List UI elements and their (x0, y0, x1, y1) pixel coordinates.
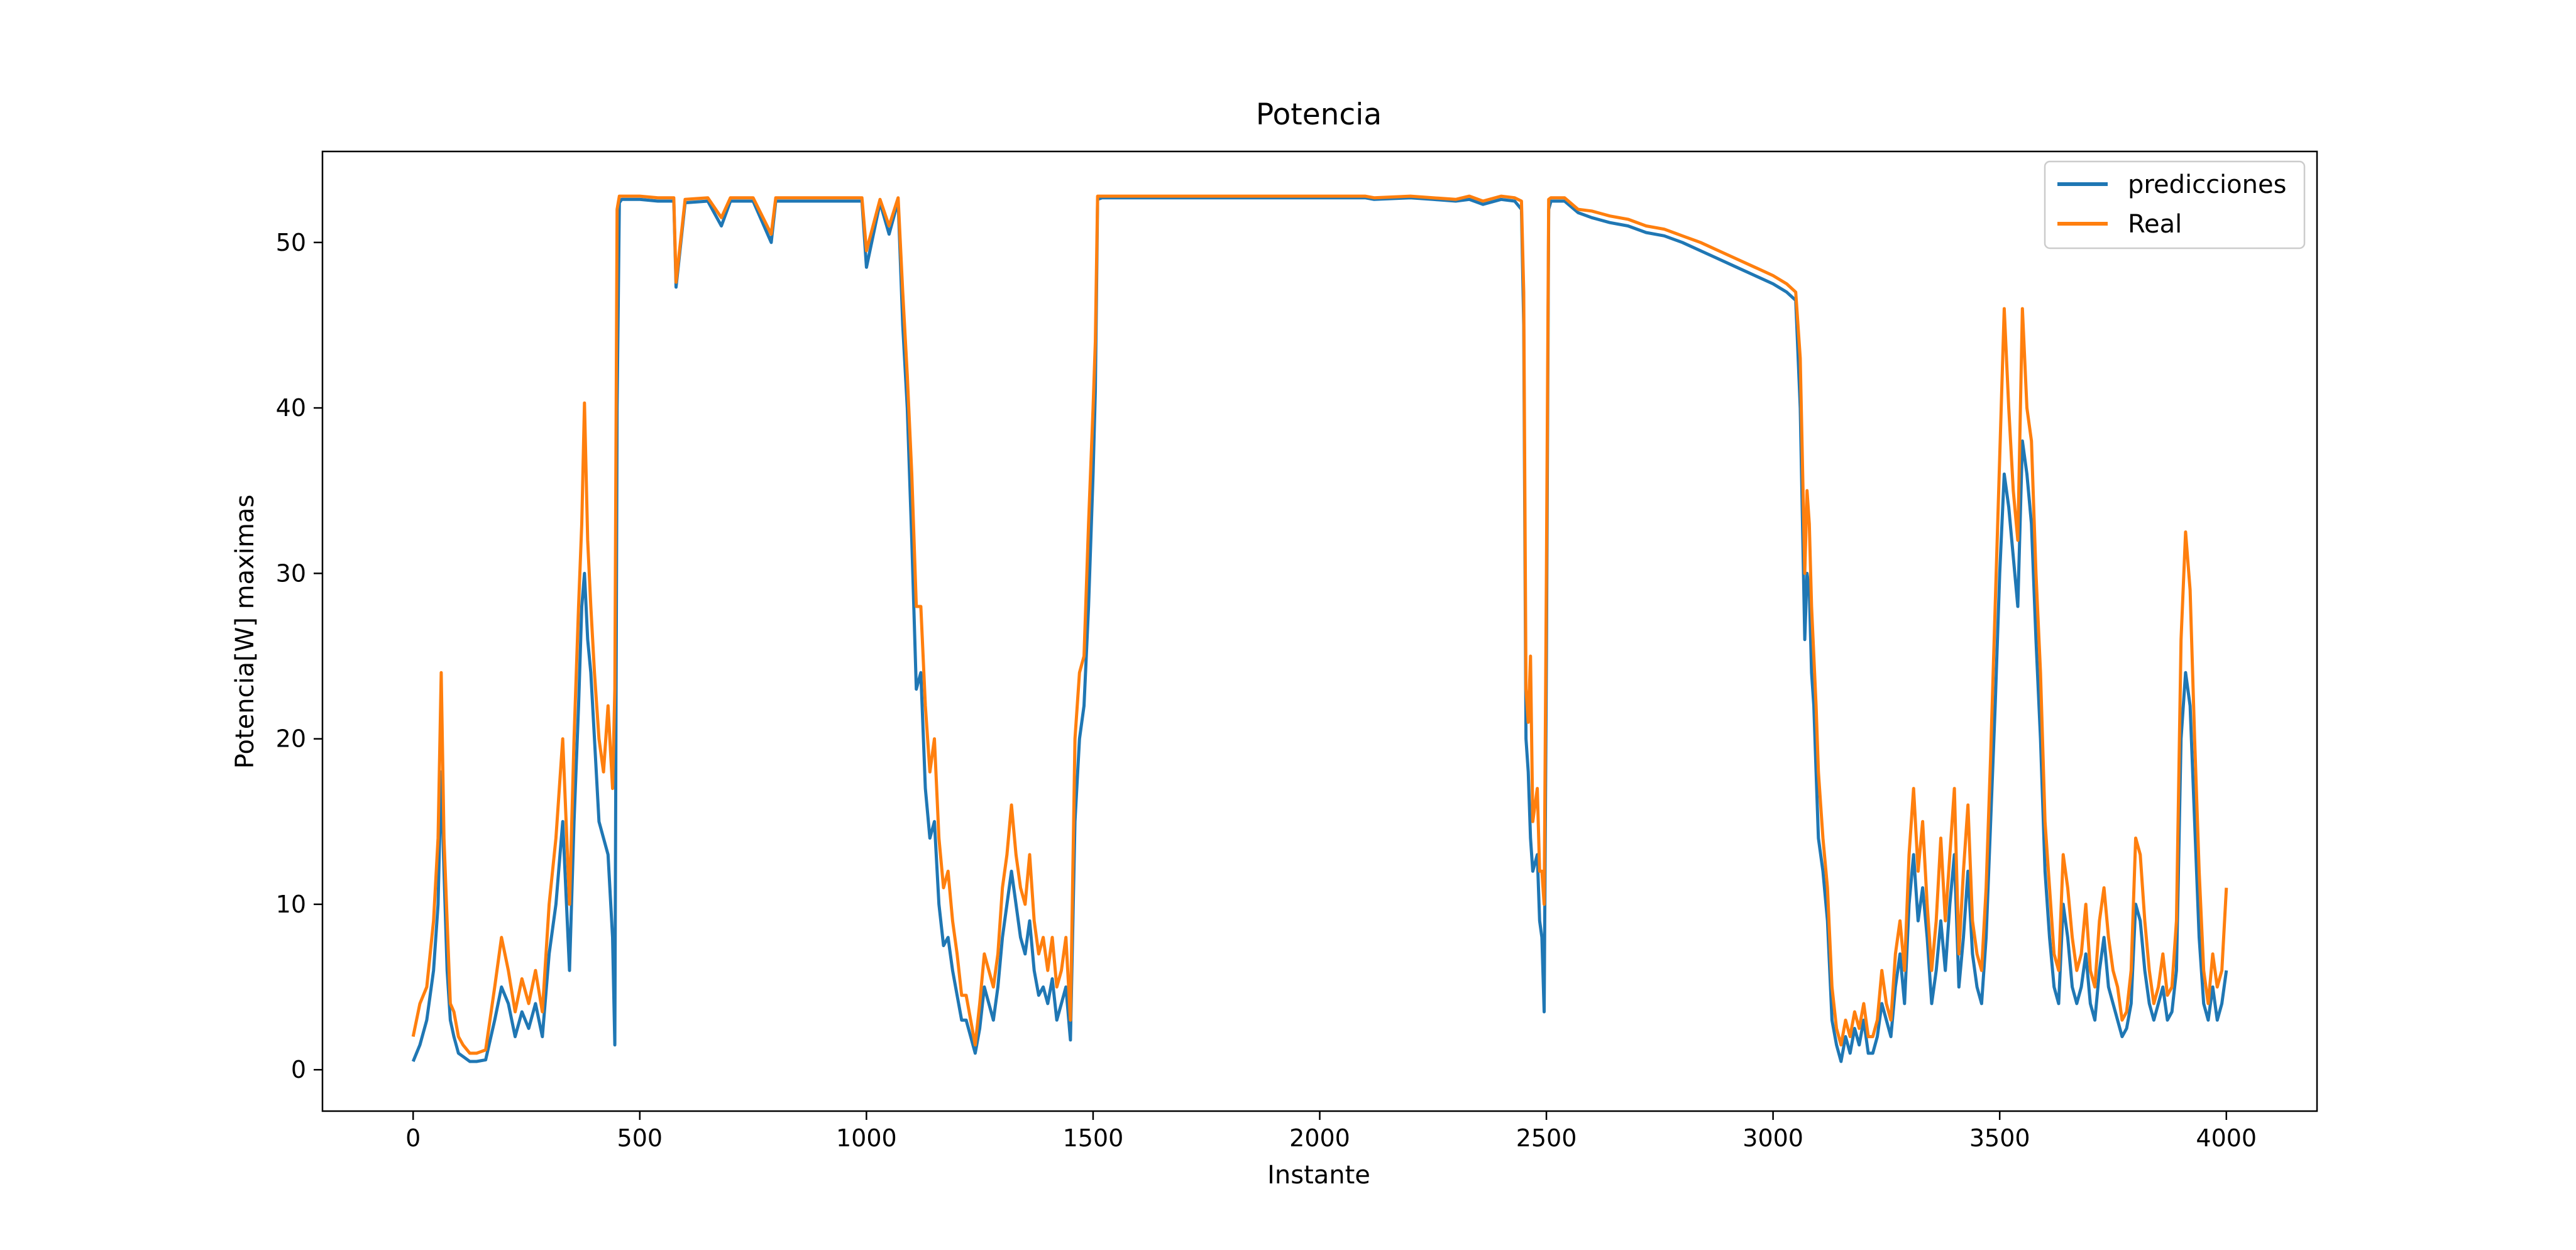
x-tick-label: 2000 (1289, 1124, 1350, 1152)
legend-label-real: Real (2128, 210, 2182, 239)
x-axis-ticks: 0 500 1000 1500 2000 2500 3000 3500 4000 (405, 1111, 2257, 1152)
legend: predicciones Real (2044, 160, 2306, 249)
x-tick-label: 1500 (1063, 1124, 1124, 1152)
y-tick-label: 10 (276, 891, 306, 918)
x-tick-label: 500 (617, 1124, 663, 1152)
y-axis-ticks: 0 10 20 30 40 50 (276, 229, 322, 1083)
series-line-real (411, 194, 2228, 1055)
x-tick-label: 3000 (1742, 1124, 1803, 1152)
chart-title: Potencia (1256, 97, 1382, 132)
x-tick-label: 2500 (1516, 1124, 1577, 1152)
legend-box (2044, 160, 2306, 249)
y-tick-label: 40 (276, 394, 306, 422)
x-tick-label: 4000 (2196, 1124, 2257, 1152)
series-lines (411, 194, 2228, 1063)
x-axis-label: Instante (1267, 1161, 1370, 1190)
y-tick-label: 30 (276, 559, 306, 587)
y-tick-label: 50 (276, 229, 306, 256)
y-tick-label: 0 (291, 1056, 306, 1083)
x-tick-label: 0 (405, 1124, 421, 1152)
y-axis-label: Potencia[W] maximas (231, 495, 260, 769)
legend-label-predicciones: predicciones (2128, 170, 2286, 199)
x-tick-label: 1000 (836, 1124, 897, 1152)
x-tick-label: 3500 (1969, 1124, 2030, 1152)
y-tick-label: 20 (276, 725, 306, 753)
